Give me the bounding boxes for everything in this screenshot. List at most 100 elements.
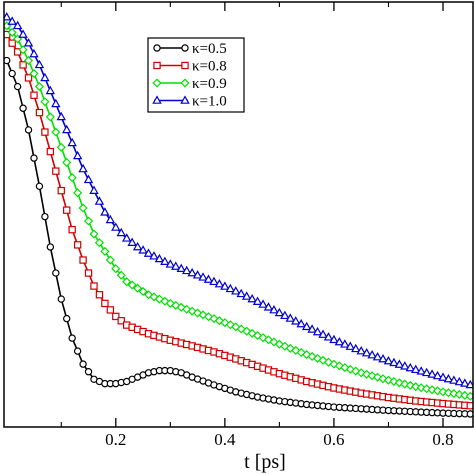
data-point: [214, 278, 225, 288]
data-point: [438, 372, 448, 381]
data-point: [176, 263, 186, 273]
data-point: [460, 378, 470, 387]
data-point: [389, 357, 399, 367]
legend-label: κ=0.9: [192, 76, 227, 92]
data-point: [443, 373, 454, 383]
data-point: [122, 277, 132, 287]
data-point: [165, 259, 176, 268]
data-point: [427, 369, 437, 378]
data-point: [7, 27, 17, 37]
data-point: [56, 142, 66, 152]
legend-marker: [180, 78, 190, 88]
data-point: [40, 97, 50, 107]
data-point: [400, 361, 410, 370]
data-point: [41, 212, 49, 221]
axes: 0.2 0.4 0.6 0.8: [3, 1, 474, 449]
data-point: [220, 281, 230, 290]
data-point: [280, 310, 290, 320]
data-point: [57, 186, 65, 195]
x-tick-label: 0.2: [105, 430, 126, 449]
data-point: [116, 270, 126, 280]
data-point: [307, 324, 317, 333]
data-point: [405, 362, 416, 372]
data-point: [432, 370, 443, 380]
data-point: [225, 320, 235, 330]
data-point: [19, 61, 27, 69]
data-point: [367, 349, 377, 359]
data-point: [263, 302, 274, 311]
data-point: [449, 375, 459, 384]
data-point: [112, 312, 120, 321]
data-point: [13, 82, 22, 91]
data-point: [449, 389, 459, 399]
data-point: [73, 241, 82, 249]
data-point: [68, 334, 76, 342]
data-point: [100, 207, 110, 216]
data-point: [56, 111, 66, 121]
data-point: [318, 329, 328, 338]
data-point: [83, 216, 94, 226]
data-point: [84, 368, 93, 376]
data-point: [160, 256, 170, 265]
data-point: [18, 45, 28, 55]
data-point: [111, 264, 121, 274]
data-point: [274, 307, 285, 317]
data-point: [372, 351, 383, 361]
data-point: [90, 282, 98, 290]
data-point: [34, 82, 44, 92]
legend-label: κ=0.5: [192, 41, 227, 57]
data-point: [7, 16, 17, 25]
data-point: [117, 317, 125, 325]
data-point: [138, 245, 148, 254]
series-4: [4, 12, 473, 389]
data-point: [24, 74, 33, 82]
data-point: [111, 222, 121, 231]
data-point: [61, 124, 72, 134]
legend-marker: [153, 44, 161, 52]
data-point: [411, 364, 421, 374]
data-point: [94, 196, 105, 205]
data-point: [72, 150, 83, 160]
data-point: [63, 206, 71, 214]
x-tick-label: 0.8: [432, 430, 453, 449]
data-point: [46, 243, 55, 251]
data-point: [45, 85, 56, 95]
data-point: [89, 229, 99, 239]
data-point: [29, 69, 39, 79]
data-point: [236, 288, 246, 298]
data-point: [95, 291, 104, 299]
x-tick-label: 0.6: [323, 430, 344, 449]
data-point: [52, 167, 60, 175]
data-point: [323, 332, 334, 341]
data-point: [51, 98, 61, 108]
data-point: [46, 147, 55, 156]
data-point: [171, 300, 181, 310]
legend-marker: [181, 61, 189, 70]
data-point: [225, 283, 236, 293]
data-point: [454, 389, 464, 400]
data-point: [12, 20, 23, 30]
data-point: [79, 360, 87, 368]
data-point: [187, 267, 197, 277]
data-point: [247, 293, 257, 303]
data-point: [62, 157, 72, 168]
data-point: [100, 246, 110, 256]
legend-entry: κ=0.9: [152, 76, 227, 92]
legend-marker: [180, 95, 190, 104]
data-point: [143, 248, 154, 257]
data-point: [68, 225, 76, 234]
data-point: [149, 251, 159, 260]
data-point: [133, 283, 143, 293]
data-point: [127, 237, 137, 246]
data-point: [438, 387, 448, 397]
data-point: [291, 316, 301, 325]
legend-entry: κ=0.5: [153, 41, 227, 57]
data-point: [78, 203, 88, 213]
x-tick-label: 0.4: [214, 430, 236, 449]
data-point: [30, 154, 38, 162]
data-point: [181, 265, 192, 275]
series-1: [4, 56, 473, 418]
data-point: [466, 402, 473, 410]
data-point: [83, 174, 94, 184]
